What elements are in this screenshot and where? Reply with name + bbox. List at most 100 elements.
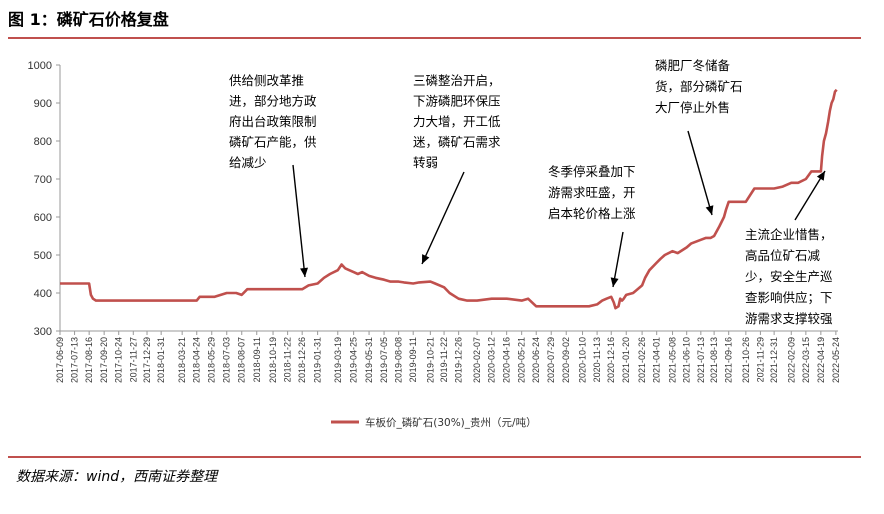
x-tick-label: 2017-11-27 [128, 337, 138, 382]
x-tick-label: 2020-04-16 [502, 337, 512, 383]
annotation-line: 主流企业惜售， [745, 227, 833, 242]
x-tick-label: 2017-08-16 [84, 337, 94, 383]
x-tick-label: 2021-09-16 [724, 337, 734, 383]
annotation-line: 启本轮价格上涨 [548, 206, 636, 221]
title-rule [8, 37, 861, 39]
legend: 车板价_磷矿石(30%)_贵州（元/吨） [331, 416, 537, 429]
annotation-arrow [794, 170, 826, 221]
y-tick-label: 500 [34, 250, 52, 262]
x-tick-label: 2018-04-24 [192, 337, 202, 383]
y-tick-label: 800 [34, 136, 52, 148]
series-layer [60, 88, 838, 310]
annotation-arrow [612, 231, 624, 288]
x-tick-label: 2019-01-31 [313, 337, 323, 383]
x-tick-label: 2019-07-05 [379, 337, 389, 383]
y-tick-label: 300 [34, 326, 52, 338]
annotation-line: 游需求旺盛，开 [548, 185, 636, 200]
x-tick-label: 2021-10-26 [741, 337, 751, 383]
footer-rule [8, 456, 861, 458]
annotation-line: 下游磷肥环保压 [413, 94, 501, 109]
annotation-line: 游需求支撑较强 [745, 311, 833, 326]
x-tick-label: 2020-11-13 [592, 337, 602, 382]
annotation-line: 转弱 [413, 155, 438, 170]
annotation-line: 高品位矿石减 [745, 248, 821, 263]
annotation-line: 进，部分地方政 [229, 94, 317, 109]
y-tick-label: 900 [34, 98, 52, 110]
x-tick-label: 2019-10-21 [425, 337, 435, 383]
annotation-line: 查影响供应；下 [745, 290, 833, 305]
x-tick-label: 2019-09-11 [408, 337, 418, 382]
arrow-head-icon [816, 171, 825, 181]
legend-label: 车板价_磷矿石(30%)_贵州（元/吨） [365, 416, 537, 429]
x-tick-label: 2018-10-19 [268, 337, 278, 383]
x-tick-label: 2022-05-24 [831, 337, 841, 383]
y-tick-label: 1000 [28, 60, 52, 72]
x-tick-label: 2021-01-20 [621, 337, 631, 383]
x-tick-label: 2019-08-08 [394, 337, 404, 383]
x-tick-label: 2018-11-22 [283, 337, 293, 382]
annotation-line: 三磷整治开启， [413, 73, 501, 88]
annotation-line: 大厂停止外售 [655, 100, 730, 115]
arrow-head-icon [610, 277, 619, 287]
y-tick-label: 700 [34, 174, 52, 186]
x-tick-label: 2020-09-02 [561, 337, 571, 383]
x-tick-label: 2021-04-01 [652, 337, 662, 383]
x-tick-label: 2021-07-13 [696, 337, 706, 383]
x-tick-label: 2020-07-29 [546, 337, 556, 383]
x-tick-label: 2017-06-09 [55, 337, 65, 383]
x-tick-label: 2017-12-29 [142, 337, 152, 383]
annotation-line: 磷矿石产能，供 [229, 135, 317, 150]
x-tick-label: 2022-04-19 [816, 337, 826, 383]
x-tick-label: 2017-10-24 [114, 337, 124, 383]
x-tick-label: 2018-03-21 [177, 337, 187, 383]
x-tick-label: 2018-07-03 [222, 337, 232, 383]
x-tick-label: 2020-10-10 [578, 337, 588, 383]
annotation-line: 给减少 [229, 155, 267, 170]
x-tick-label: 2021-06-10 [682, 337, 692, 383]
x-tick-label: 2021-05-08 [668, 337, 678, 383]
price-chart: 300 400 500 600 700 800 900 1000 2017-06-09 2017-… [28, 58, 841, 429]
arrow-head-icon [705, 205, 714, 215]
annotation-arrow [292, 164, 306, 278]
annotation-line: 府出台政策限制 [229, 114, 317, 129]
arrow-head-icon [300, 267, 309, 277]
x-tick-label: 2021-02-26 [637, 337, 647, 383]
y-tick-label: 600 [34, 212, 52, 224]
annotation-line: 少，安全生产巡 [745, 269, 833, 284]
annotation-line: 供给侧改革推 [229, 73, 304, 88]
x-tick-label: 2019-12-26 [454, 337, 464, 383]
annotation-line: 冬季停采叠加下 [548, 164, 636, 179]
annotation-arrow [421, 171, 465, 265]
x-tick-label: 2022-02-09 [786, 337, 796, 383]
x-tick-label: 2022-03-15 [801, 337, 811, 383]
x-tick-label: 2021-12-31 [769, 337, 779, 383]
x-tick-label: 2020-05-21 [517, 337, 527, 383]
price-series-line [60, 88, 838, 310]
x-tick-label: 2020-02-07 [472, 337, 482, 383]
x-tick-label: 2021-11-29 [755, 337, 765, 382]
arrow-head-icon [422, 254, 430, 264]
x-tick-label: 2020-06-24 [531, 337, 541, 383]
x-tick-label: 2018-09-11 [252, 337, 262, 382]
x-tick-label: 2018-08-07 [237, 337, 247, 383]
axes: 300 400 500 600 700 800 900 1000 2017-06-09 2017-… [28, 60, 841, 383]
annotation-line: 磷肥厂冬储备 [655, 58, 731, 73]
x-tick-label: 2021-08-13 [709, 337, 719, 383]
x-tick-label: 2019-04-25 [349, 337, 359, 383]
x-tick-label: 2018-12-26 [297, 337, 307, 383]
x-tick-label: 2017-09-20 [99, 337, 109, 383]
annotation-arrow [687, 130, 713, 216]
annotation-line: 力大增，开工低 [413, 114, 501, 129]
x-tick-label: 2020-12-16 [606, 337, 616, 383]
y-tick-label: 400 [34, 288, 52, 300]
figure-title: 图 1：磷矿石价格复盘 [8, 10, 169, 29]
source-note: 数据来源：wind，西南证券整理 [16, 469, 218, 485]
x-tick-label: 2019-05-31 [364, 337, 374, 383]
x-tick-label: 2019-03-19 [333, 337, 343, 383]
